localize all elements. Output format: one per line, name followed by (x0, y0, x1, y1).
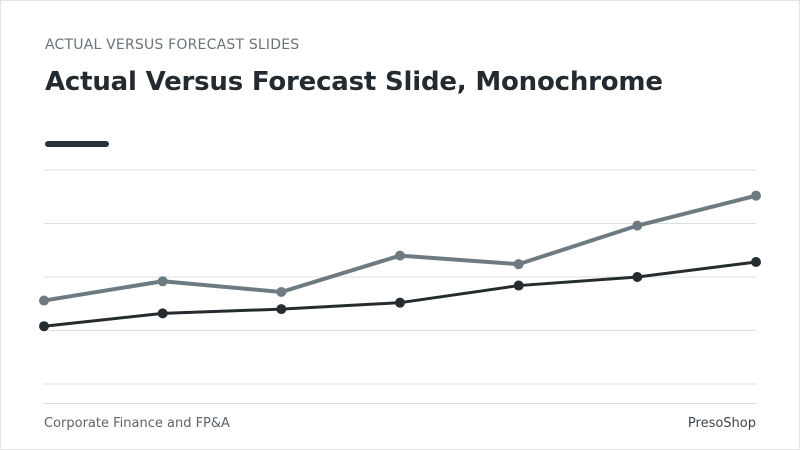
data-point (39, 321, 49, 332)
data-point (751, 190, 761, 201)
data-point (513, 280, 524, 291)
data-point (395, 250, 405, 261)
eyebrow-label: ACTUAL VERSUS FORECAST SLIDES (45, 37, 300, 53)
data-point (39, 295, 49, 306)
series-2 (39, 257, 761, 332)
data-point (157, 308, 168, 319)
data-point (751, 257, 761, 268)
series-line-1 (42, 193, 758, 303)
data-point (157, 276, 168, 287)
footer-brand: PresoShop (687, 416, 756, 431)
title-accent-bar (45, 141, 109, 147)
series-layer (39, 190, 761, 332)
footer-left-text: Corporate Finance and FP&A (44, 416, 230, 431)
series-1 (39, 190, 761, 306)
data-point (395, 297, 405, 308)
data-point (513, 259, 524, 270)
data-point (632, 272, 643, 282)
series-line-2 (42, 260, 758, 328)
slide-title: Actual Versus Forecast Slide, Monochrome (45, 67, 663, 97)
data-point (276, 286, 287, 297)
footer-divider (44, 403, 756, 404)
data-point (276, 304, 287, 315)
data-point (632, 220, 643, 231)
